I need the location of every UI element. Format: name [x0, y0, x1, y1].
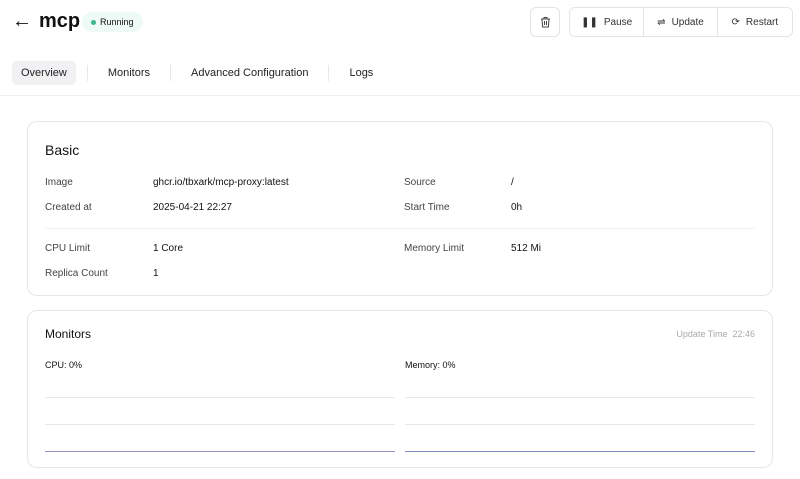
cpu-usage: CPU: 0%	[45, 360, 82, 370]
memory-usage-label: Memory:	[405, 360, 441, 370]
start-time-value: 0h	[511, 202, 523, 213]
update-time: Update Time 22:46	[676, 329, 755, 339]
restart-label: Restart	[745, 16, 779, 28]
header-divider	[0, 95, 800, 96]
gridline	[45, 397, 395, 398]
cpu-usage-label: CPU:	[45, 360, 67, 370]
restart-icon: ⟳	[731, 16, 740, 28]
start-time-label: Start Time	[404, 202, 450, 213]
cpu-limit-value: 1 Core	[153, 243, 184, 254]
back-arrow-icon[interactable]: ←	[12, 10, 32, 32]
basic-card: Basic Image ghcr.io/tbxark/mcp-proxy:lat…	[27, 121, 773, 296]
tab-advanced-configuration[interactable]: Advanced Configuration	[191, 67, 309, 79]
replica-count-value: 1	[153, 268, 159, 279]
basic-title: Basic	[45, 142, 80, 158]
memory-series-line	[405, 451, 755, 452]
cpu-limit-label: CPU Limit	[45, 243, 91, 254]
update-button[interactable]: ⇌ Update	[644, 8, 718, 36]
monitors-card: Monitors Update Time 22:46 CPU: 0% Memor…	[27, 310, 773, 468]
tab-divider	[170, 65, 172, 81]
pause-label: Pause	[603, 16, 633, 28]
cpu-usage-value: 0%	[69, 360, 83, 370]
pause-icon: ❚❚	[581, 16, 598, 28]
update-time-label: Update Time	[676, 329, 728, 339]
gridline	[405, 424, 755, 425]
trash-icon	[540, 17, 550, 28]
source-value: /	[511, 177, 514, 188]
memory-chart	[405, 397, 755, 453]
cpu-chart	[45, 397, 395, 453]
memory-usage-value: 0%	[442, 360, 456, 370]
source-label: Source	[404, 177, 436, 188]
status-text: Running	[100, 17, 134, 27]
memory-limit-label: Memory Limit	[404, 243, 465, 254]
memory-usage: Memory: 0%	[405, 360, 456, 370]
created-label: Created at	[45, 202, 92, 213]
tab-logs[interactable]: Logs	[349, 67, 374, 79]
tab-divider	[328, 65, 330, 81]
gridline	[405, 397, 755, 398]
status-badge: Running	[82, 12, 143, 32]
basic-divider	[45, 228, 755, 229]
tab-divider	[86, 65, 88, 81]
memory-limit-value: 512 Mi	[511, 243, 542, 254]
cpu-series-line	[45, 451, 395, 452]
swap-icon: ⇌	[657, 16, 666, 28]
pause-button[interactable]: ❚❚ Pause	[570, 8, 645, 36]
update-time-value: 22:46	[732, 329, 755, 339]
replica-count-label: Replica Count	[45, 268, 108, 279]
status-dot-icon	[91, 19, 96, 25]
image-value: ghcr.io/tbxark/mcp-proxy:latest	[153, 177, 289, 188]
monitors-title: Monitors	[45, 327, 92, 341]
tab-monitors[interactable]: Monitors	[107, 67, 151, 79]
tab-bar: Overview Monitors Advanced Configuration…	[12, 61, 382, 85]
image-label: Image	[45, 177, 73, 188]
gridline	[45, 424, 395, 425]
action-button-group: ❚❚ Pause ⇌ Update ⟳ Restart	[569, 7, 793, 37]
page-title: mcp	[39, 10, 81, 32]
tab-overview[interactable]: Overview	[12, 61, 76, 85]
update-label: Update	[671, 16, 704, 28]
restart-button[interactable]: ⟳ Restart	[717, 8, 792, 36]
delete-button[interactable]	[530, 7, 560, 37]
created-value: 2025-04-21 22:27	[153, 202, 232, 213]
